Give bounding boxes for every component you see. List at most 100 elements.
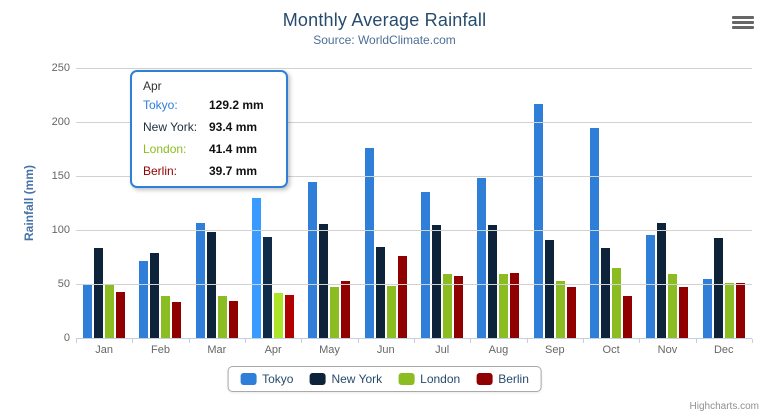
bar-london-nov[interactable] [668, 273, 678, 338]
x-axis-tick [76, 339, 77, 343]
bar-london-jan[interactable] [105, 285, 115, 338]
bar-new-york-jun[interactable] [375, 246, 385, 338]
gridline-150 [76, 176, 752, 177]
y-axis-label-100: 100 [51, 224, 70, 236]
legend-symbol-london [398, 373, 415, 385]
bar-berlin-apr[interactable] [285, 295, 295, 338]
chart-title: Monthly Average Rainfall [282, 10, 487, 30]
x-axis-label-mar: Mar [207, 344, 227, 356]
x-axis-tick [188, 339, 190, 343]
legend-item-london[interactable]: London [398, 372, 460, 386]
bar-berlin-oct[interactable] [623, 295, 633, 338]
bar-new-york-sep[interactable] [544, 239, 554, 338]
bar-new-york-feb[interactable] [150, 252, 160, 338]
hamburger-icon [732, 16, 756, 29]
bar-new-york-jan[interactable] [94, 247, 104, 338]
y-axis-label-50: 50 [57, 278, 70, 290]
bar-berlin-jul[interactable] [454, 276, 464, 338]
bar-berlin-sep[interactable] [566, 286, 576, 338]
bar-london-oct[interactable] [612, 267, 622, 338]
bar-tokyo-nov[interactable] [646, 234, 656, 338]
bar-tokyo-sep[interactable] [533, 104, 543, 338]
bar-berlin-nov[interactable] [679, 287, 689, 338]
gridline-50 [76, 284, 752, 285]
bar-groups [76, 68, 752, 338]
bar-tokyo-aug[interactable] [477, 177, 487, 338]
bar-berlin-jan[interactable] [116, 292, 126, 338]
x-axis-label-nov: Nov [657, 344, 678, 356]
bar-berlin-dec[interactable] [735, 282, 745, 338]
legend: Tokyo New York London Berlin [227, 366, 542, 392]
legend-symbol-new-york [309, 373, 326, 385]
legend-symbol-tokyo [240, 373, 257, 385]
tooltip-value: 41.4 mm [209, 142, 258, 156]
tooltip-header: Apr [143, 79, 162, 93]
bar-london-jul[interactable] [443, 274, 453, 338]
legend-label: Tokyo [262, 372, 294, 386]
bar-new-york-nov[interactable] [657, 222, 667, 338]
bar-berlin-may[interactable] [341, 281, 351, 338]
legend-symbol-berlin [476, 373, 493, 385]
x-axis-tick [752, 339, 753, 343]
credits-link[interactable]: Highcharts.com [689, 401, 759, 412]
y-axis-label-150: 150 [51, 170, 70, 182]
bar-london-apr[interactable] [274, 293, 284, 338]
bar-berlin-aug[interactable] [510, 272, 520, 338]
x-axis-tick [357, 339, 359, 343]
bar-new-york-jul[interactable] [432, 224, 442, 338]
x-axis-label-apr: Apr [264, 344, 282, 356]
x-axis-label-jun: Jun [376, 344, 395, 356]
y-axis-label-250: 250 [51, 62, 70, 74]
bar-tokyo-may[interactable] [308, 182, 318, 338]
bar-tokyo-jun[interactable] [364, 147, 374, 338]
bar-new-york-may[interactable] [319, 223, 329, 338]
category-group-feb [132, 68, 188, 338]
gridline-250 [76, 68, 752, 69]
bar-london-sep[interactable] [555, 281, 565, 338]
x-axis-label-may: May [319, 344, 340, 356]
x-axis-tick [695, 339, 697, 343]
bar-tokyo-jan[interactable] [83, 284, 93, 338]
legend-label: London [420, 372, 461, 386]
tooltip-rows: Tokyo: 129.2 mm New York: 93.4 mm London: 41.… [143, 98, 275, 178]
bar-new-york-oct[interactable] [601, 247, 611, 338]
bar-london-may[interactable] [330, 287, 340, 338]
legend-label: New York [331, 372, 383, 386]
tooltip-series-label-new-york: New York: [143, 120, 198, 134]
bar-tokyo-feb[interactable] [139, 260, 149, 338]
x-axis-ticks [76, 339, 753, 344]
bar-london-feb[interactable] [161, 296, 171, 338]
bar-tokyo-dec[interactable] [702, 279, 712, 338]
bar-tokyo-mar[interactable] [195, 223, 205, 338]
bar-new-york-apr[interactable] [263, 237, 273, 338]
bar-berlin-mar[interactable] [228, 300, 238, 338]
bar-london-mar[interactable] [217, 295, 227, 338]
bar-tokyo-oct[interactable] [590, 128, 600, 338]
category-group-apr [245, 68, 301, 338]
x-axis-tick [526, 339, 528, 343]
x-axis-label-jan: Jan [95, 344, 114, 356]
bar-london-aug[interactable] [499, 273, 509, 338]
bar-tokyo-jul[interactable] [421, 191, 431, 338]
export-menu-button[interactable] [730, 14, 758, 34]
legend-item-berlin[interactable]: Berlin [476, 372, 529, 386]
x-axis-tick [414, 339, 415, 343]
legend-item-tokyo[interactable]: Tokyo [240, 372, 293, 386]
legend-item-new-york[interactable]: New York [309, 372, 382, 386]
bar-berlin-feb[interactable] [172, 302, 182, 338]
bar-tokyo-apr[interactable] [252, 198, 262, 338]
x-axis-tick [639, 339, 641, 343]
tooltip-value: 129.2 mm [209, 98, 264, 112]
bar-london-jun[interactable] [386, 285, 396, 338]
y-axis-label-0: 0 [63, 332, 70, 344]
tooltip: Apr Tokyo: 129.2 mm New York: 93.4 mm London… [130, 70, 288, 188]
y-axis-title: Rainfall (mm) [22, 165, 36, 242]
tooltip-series-label-tokyo: Tokyo: [143, 98, 178, 112]
x-axis-label-feb: Feb [151, 344, 170, 356]
bar-london-dec[interactable] [724, 282, 734, 338]
bar-new-york-dec[interactable] [713, 238, 723, 338]
gridline-200 [76, 122, 752, 123]
bar-berlin-jun[interactable] [397, 256, 407, 338]
bar-new-york-aug[interactable] [488, 225, 498, 338]
